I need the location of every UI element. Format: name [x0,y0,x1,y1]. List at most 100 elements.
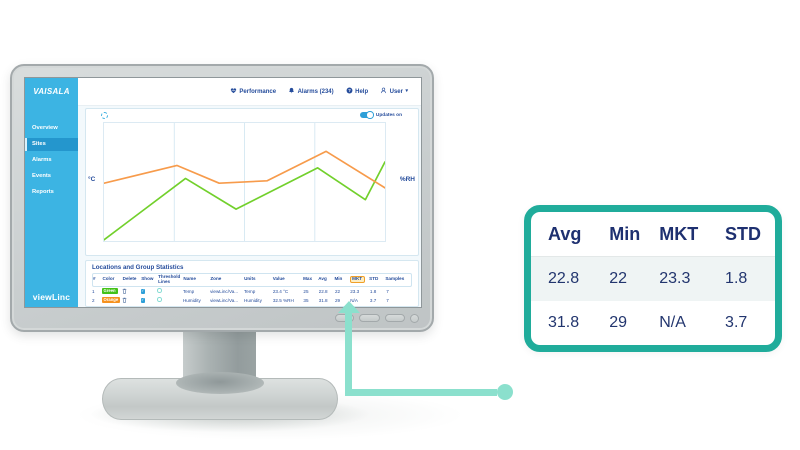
table-row: 1 Green ✓ Temp viewLinc/Va... Temp 23.4 °C 25 22… [92,287,412,296]
cell-avg: 22.8 [318,288,328,294]
callout-value-std: 1.8 [725,270,748,287]
callout-header-row: Avg Min MKT STD [531,212,775,257]
column-header-color[interactable]: Color [102,276,115,282]
callout-body: 22.8 22 23.3 1.8 31.8 29 N/A 3.7 [531,257,775,345]
trash-icon[interactable] [122,297,141,304]
sidebar-item-overview[interactable]: Overview [32,125,58,131]
cell-color: Orange [101,296,122,304]
column-header-mkt[interactable]: MKT [349,276,370,284]
updates-label: Updates on [375,112,402,118]
callout-value-avg: 31.8 [548,314,580,331]
column-header-units[interactable]: Units [244,276,256,282]
cell-min: 22 [334,288,341,294]
column-header-avg[interactable]: Avg [318,276,327,282]
column-header-name[interactable]: Name [183,276,196,282]
cell-value: 32.5 %RH [272,297,294,303]
monitor-button-3[interactable] [385,314,405,322]
sidebar-item-reports[interactable]: Reports [32,189,54,195]
updates-control: Updates on [359,111,402,119]
connector-arrow-icon [338,301,360,313]
monitor-button-2[interactable] [359,314,380,322]
cell-min: 29 [334,297,341,303]
stats-title: Locations and Group Statistics [92,264,184,271]
updates-toggle[interactable] [359,111,374,119]
sidebar-item-sites[interactable]: Sites [25,138,78,151]
bell-icon [288,87,295,96]
sidebar-item-alarms[interactable]: Alarms [32,157,52,163]
svg-text:?: ? [348,88,351,93]
nav-label: Help [355,88,369,95]
cell-zone: viewLinc/Va... [210,297,239,303]
top-nav: Performance Alarms (234) ? Help [78,78,421,106]
vaisala-logo: VAISALA [33,87,70,96]
sidebar: VAISALA Overview Sites Alarms Events Reports… [25,78,78,307]
table-row: 2 Orange ✓ Humidity viewLinc/Va... Humidity 32… [92,296,412,305]
callout-header-avg: Avg [548,223,582,244]
column-header-samples[interactable]: Samples [385,276,405,282]
cell-color: Green [101,287,122,295]
chevron-down-icon: ▾ [405,88,408,94]
callout-value-avg: 22.8 [548,270,580,287]
column-header-show[interactable]: Show [141,276,154,282]
nav-alarms[interactable]: Alarms (234) [288,87,334,96]
nav-label: Alarms (234) [297,88,334,95]
user-icon [380,87,387,96]
cell-units: Temp [244,288,256,294]
callout-value-std: 3.7 [725,314,748,331]
column-header-std[interactable]: STD [369,276,379,282]
column-header-zone[interactable]: Zone [210,276,222,282]
monitor-stand-collar [176,372,264,394]
cell-name: Humidity [182,297,201,303]
callout-value-min: 29 [609,314,628,331]
chart-svg [104,123,385,241]
threshold-lines-toggle[interactable] [157,288,162,293]
cell-name: Temp [182,288,195,294]
nav-user-menu[interactable]: User ▾ [380,87,408,96]
show-checkbox[interactable]: ✓ [140,289,146,294]
nav-performance[interactable]: Performance [230,87,276,96]
heart-pulse-icon [230,87,237,96]
sidebar-item-events[interactable]: Events [32,173,52,179]
refresh-spinner-icon[interactable] [101,112,108,119]
monitor-button-1[interactable] [335,314,354,322]
callout-table: Avg Min MKT STD 22.8 22 23.3 1.8 31.8 29 N/A 3.7 [524,205,782,352]
connector-vertical-line [345,312,352,396]
callout-value-mkt: 23.3 [659,270,691,287]
main-area: Performance Alarms (234) ? Help [78,78,421,307]
show-checkbox[interactable]: ✓ [140,298,146,303]
column-header-value[interactable]: Value [272,276,285,282]
line-chart[interactable] [103,122,386,242]
cell-zone: viewLinc/Va... [210,288,239,294]
threshold-lines-toggle[interactable] [157,297,162,302]
column-header-min[interactable]: Min [334,276,343,282]
nav-label: Performance [239,88,277,95]
series-color-badge: Green [101,287,118,295]
sidebar-menu: Overview Sites Alarms Events Reports [25,122,78,202]
question-circle-icon: ? [346,87,353,96]
connector-horizontal-line [345,389,497,396]
cell-avg: 31.8 [318,297,328,303]
callout-header-min: Min [609,223,641,244]
monitor-screen: VAISALA Overview Sites Alarms Events Reports… [24,77,422,308]
column-header-delete[interactable]: Delete [122,276,137,282]
column-header-max[interactable]: Max [303,276,313,282]
cell-mkt: 23.3 [350,288,360,294]
trash-icon[interactable] [122,288,141,295]
right-axis-label: %RH [399,176,415,183]
stats-table-header: # Color Delete Show Threshold Lines Name Zone U… [92,273,412,287]
callout-value-mkt: N/A [659,314,686,331]
nav-help[interactable]: ? Help [346,87,369,96]
column-header-num[interactable]: # [93,276,96,282]
column-header-threshold[interactable]: Threshold Lines [158,274,181,284]
series-temp-line [104,161,385,241]
monitor-power-button[interactable] [410,314,419,323]
chart-panel: Updates on °C %RH [85,108,419,256]
cell-samples: 7 [386,297,389,303]
cell-show: ✓ [140,288,158,294]
mkt-highlight-badge: MKT [349,276,365,284]
cell-value: 23.4 °C [272,288,289,294]
stats-panel: Locations and Group Statistics # Color Del… [85,260,419,307]
left-axis-label: °C [88,176,96,183]
cell-std: 1.8 [369,288,377,294]
cell-threshold [157,288,182,294]
